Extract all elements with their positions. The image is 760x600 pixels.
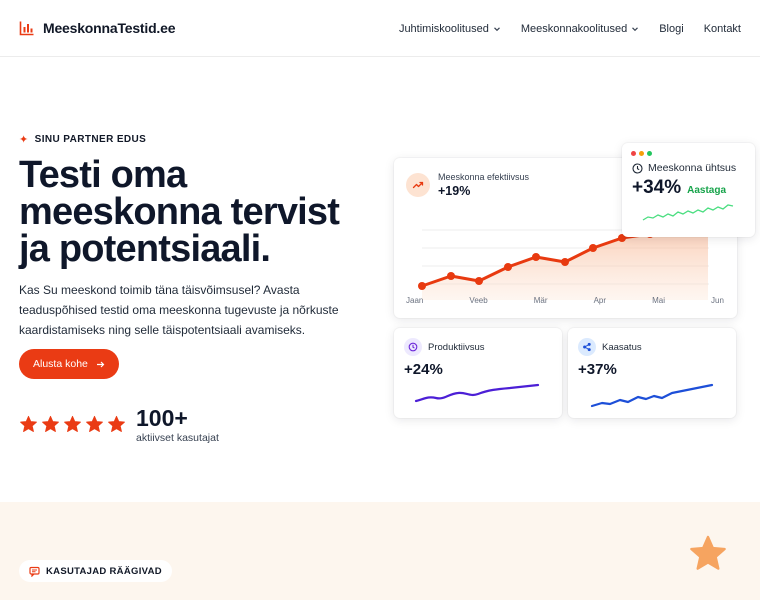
unity-value-row: +34% Aastaga (632, 177, 726, 199)
green-dot-icon (647, 151, 652, 156)
nav-item-label: Juhtimiskoolitused (398, 22, 489, 35)
rating-block: 100+ aktiivset kasutajat (19, 405, 219, 444)
unity-value: +34% (632, 177, 682, 198)
clock-icon (404, 338, 422, 356)
month-label: Mär (533, 296, 548, 305)
start-now-button[interactable]: Alusta kohe (19, 349, 119, 379)
hero-eyebrow: ✦ SINU PARTNER EDUS (19, 133, 146, 146)
hero-eyebrow-text: SINU PARTNER EDUS (34, 134, 147, 145)
month-label: Apr (593, 296, 607, 305)
month-label: Mai (652, 296, 665, 305)
chart-point (504, 263, 512, 271)
unity-title-row: Meeskonna ühtsus (632, 162, 736, 174)
hero-title-line: ja potentsiaali. (19, 228, 271, 270)
hero-title: Testi oma meeskonna tervist ja potentsia… (19, 154, 379, 270)
productivity-sparkline (414, 383, 540, 403)
chart-point (447, 272, 455, 280)
start-now-label: Alusta kohe (33, 358, 88, 370)
hero-title-line: Testi oma (19, 154, 187, 196)
month-label: Jaan (406, 296, 424, 305)
star-icon (42, 415, 59, 432)
unity-sparkline (642, 204, 734, 221)
nav-item-blogi[interactable]: Blogi (659, 22, 684, 35)
trend-up-icon (406, 173, 430, 197)
users-count-label: aktiivset kasutajat (136, 432, 219, 444)
chat-icon (29, 566, 40, 577)
logo[interactable]: MeeskonnaTestid.ee (19, 20, 176, 36)
engagement-card: Kaasatus +37% (568, 328, 736, 418)
testimonials-pill-label: KASUTAJAD RÄÄGIVAD (46, 565, 162, 577)
users-count: 100+ (136, 405, 188, 431)
star-icon (86, 415, 103, 432)
engagement-label: Kaasatus (602, 341, 642, 353)
chevron-down-icon (632, 26, 639, 31)
hero-title-line: meeskonna tervist (19, 191, 340, 233)
sparkle-icon: ✦ (19, 134, 29, 146)
rating-stars (19, 415, 126, 434)
top-navigation: MeeskonnaTestid.ee Juhtimiskoolitused Me… (0, 0, 760, 57)
unity-tag: Aastaga (687, 185, 727, 196)
month-label: Veeb (469, 296, 488, 305)
users-count-block: 100+ aktiivset kasutajat (136, 405, 219, 444)
chart-point (589, 244, 597, 252)
yellow-dot-icon (639, 151, 644, 156)
engagement-value: +37% (578, 361, 617, 378)
nav-item-juhtimiskoolitused[interactable]: Juhtimiskoolitused (399, 23, 501, 35)
hero-description: Kas Su meeskond toimib täna täisvõimsuse… (19, 283, 339, 337)
efficiency-label: Meeskonna efektiivsus (438, 172, 530, 182)
chart-point (532, 253, 540, 261)
clock-icon (632, 162, 643, 174)
chart-point (475, 277, 483, 285)
star-icon (108, 415, 125, 432)
productivity-card: Produktiivsus +24% (394, 328, 562, 418)
chevron-down-icon (493, 26, 500, 31)
arrow-right-icon (96, 361, 105, 367)
logo-text: MeeskonnaTestid.ee (43, 20, 176, 36)
star-decoration-icon (690, 535, 726, 570)
window-dots (631, 151, 652, 156)
nav-item-kontakt[interactable]: Kontakt (703, 22, 741, 35)
chart-point (561, 258, 569, 266)
star-icon (64, 415, 81, 432)
engagement-sparkline (590, 383, 714, 408)
main-menu: Juhtimiskoolitused Meeskonnakoolitused B… (399, 0, 741, 57)
efficiency-value: +19% (438, 184, 471, 198)
unity-title: Meeskonna ühtsus (648, 162, 737, 174)
nav-item-label: Meeskonnakoolitused (520, 22, 628, 35)
engagement-header: Kaasatus (578, 338, 642, 356)
red-dot-icon (631, 151, 636, 156)
productivity-header: Produktiivsus (404, 338, 485, 356)
nav-item-meeskonnakoolitused[interactable]: Meeskonnakoolitused (521, 23, 639, 35)
chart-point (418, 282, 426, 290)
month-label: Jun (711, 296, 724, 305)
unity-card: Meeskonna ühtsus +34% Aastaga (622, 143, 755, 237)
testimonials-pill: KASUTAJAD RÄÄGIVAD (19, 560, 172, 582)
testimonials-section: KASUTAJAD RÄÄGIVAD (0, 502, 760, 600)
efficiency-header: Meeskonna efektiivsus +19% (406, 172, 529, 198)
bar-chart-icon (19, 21, 34, 36)
share-icon (578, 338, 596, 356)
star-icon (20, 415, 37, 432)
productivity-label: Produktiivsus (428, 341, 485, 353)
chart-x-axis: Jaan Veeb Mär Apr Mai Jun (406, 296, 724, 305)
productivity-value: +24% (404, 361, 443, 378)
